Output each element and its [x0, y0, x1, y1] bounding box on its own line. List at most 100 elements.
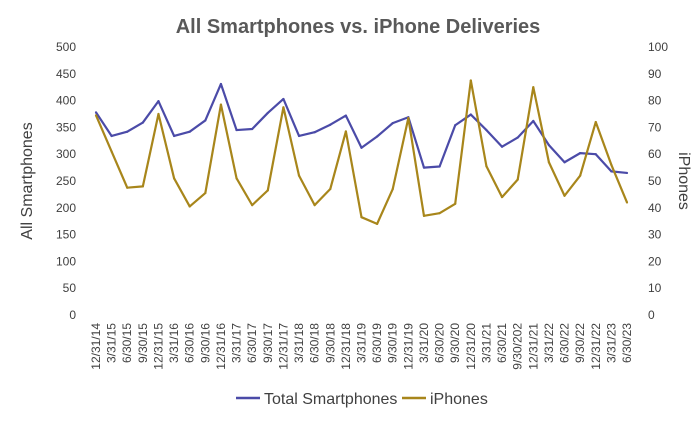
x-tick-label: 6/30/18: [308, 323, 322, 363]
left-tick-label: 500: [56, 40, 76, 54]
x-tick-label: 12/31/18: [339, 323, 353, 370]
data-point-total-smartphones: [516, 136, 519, 139]
data-point-total-smartphones: [376, 135, 379, 138]
data-point-iphones: [500, 195, 504, 199]
data-point-iphones: [188, 205, 191, 208]
x-tick-label: 3/31/18: [292, 323, 306, 363]
x-tick-label: 12/31/14: [89, 323, 103, 370]
data-point-total-smartphones: [360, 146, 363, 149]
left-tick-label: 0: [69, 308, 76, 322]
data-point-total-smartphones: [94, 111, 98, 114]
data-point-iphones: [438, 212, 441, 215]
x-tick-label: 3/31/22: [542, 323, 556, 363]
x-tick-label: 9/30/16: [198, 323, 212, 363]
data-point-total-smartphones: [157, 100, 160, 103]
data-point-total-smartphones: [344, 114, 347, 117]
data-point-iphones: [360, 216, 363, 219]
right-tick-label: 30: [648, 228, 662, 242]
series-layer: [94, 79, 629, 225]
data-point-total-smartphones: [313, 131, 316, 134]
legend-total-smartphones-label: Total Smartphones: [264, 391, 397, 408]
data-point-total-smartphones: [594, 153, 597, 156]
right-tick-label: 10: [648, 281, 662, 295]
left-tick-label: 150: [56, 228, 76, 242]
right-tick-label: 40: [648, 201, 662, 215]
data-point-iphones: [110, 150, 113, 153]
data-point-total-smartphones: [188, 130, 191, 133]
data-point-total-smartphones: [485, 128, 488, 132]
data-point-total-smartphones: [329, 123, 332, 126]
x-tick-label: 9/30/202: [511, 323, 525, 370]
x-tick-label: 12/31/16: [214, 323, 228, 370]
data-point-total-smartphones: [438, 165, 441, 168]
x-tick-label: 6/30/23: [620, 323, 634, 363]
x-tick-label: 9/30/20: [448, 323, 462, 363]
data-point-total-smartphones: [547, 143, 551, 147]
x-tick-label: 3/31/19: [355, 323, 369, 363]
right-axis-ticks: 0 10 20 30 40 50 60 70 80 90 100: [648, 40, 668, 322]
data-point-iphones: [266, 189, 269, 192]
x-tick-label: 3/31/23: [604, 323, 618, 363]
x-tick-label: 3/31/21: [479, 323, 493, 363]
data-point-iphones: [594, 120, 597, 124]
data-point-total-smartphones: [282, 97, 285, 101]
data-point-iphones: [563, 194, 566, 197]
x-tick-label: 6/30/22: [558, 323, 572, 363]
x-tick-label: 6/30/21: [495, 323, 509, 363]
x-tick-label: 9/30/19: [386, 323, 400, 363]
x-tick-label: 9/30/18: [323, 323, 337, 363]
right-tick-label: 100: [648, 40, 668, 54]
data-point-iphones: [235, 177, 238, 180]
x-tick-label: 9/30/22: [573, 323, 587, 363]
x-tick-label: 3/31/16: [167, 323, 181, 363]
left-tick-label: 300: [56, 147, 76, 161]
x-tick-label: 12/31/21: [526, 323, 540, 370]
data-point-iphones: [579, 174, 582, 177]
right-tick-label: 60: [648, 147, 662, 161]
data-point-iphones: [422, 214, 426, 217]
x-tick-label: 12/31/20: [464, 323, 478, 370]
data-point-total-smartphones: [391, 122, 394, 125]
left-tick-label: 200: [56, 201, 76, 215]
data-point-iphones: [126, 186, 129, 189]
data-point-iphones: [391, 187, 394, 191]
data-point-iphones: [516, 178, 519, 181]
left-tick-label: 250: [56, 174, 76, 188]
left-axis-title: All Smartphones: [19, 122, 36, 239]
right-tick-label: 0: [648, 308, 655, 322]
data-point-iphones: [282, 106, 285, 109]
data-point-total-smartphones: [219, 82, 223, 86]
data-point-total-smartphones: [266, 111, 269, 115]
series-line-iphones: [94, 79, 629, 225]
data-point-iphones: [313, 204, 316, 207]
data-point-total-smartphones: [422, 166, 426, 169]
right-tick-label: 70: [648, 120, 662, 134]
data-point-total-smartphones: [235, 128, 238, 132]
data-point-total-smartphones: [500, 145, 504, 148]
left-tick-label: 400: [56, 94, 76, 108]
data-point-total-smartphones: [579, 152, 582, 155]
data-point-total-smartphones: [126, 130, 129, 133]
legend-iphones-label: iPhones: [430, 391, 488, 408]
data-point-iphones: [204, 191, 207, 195]
right-tick-label: 80: [648, 94, 662, 108]
data-point-iphones: [532, 86, 535, 89]
data-point-total-smartphones: [625, 171, 629, 175]
data-point-iphones: [625, 201, 629, 204]
data-point-total-smartphones: [532, 119, 535, 123]
data-point-total-smartphones: [454, 124, 457, 127]
x-tick-label: 12/31/19: [401, 323, 415, 370]
x-tick-label: 12/31/17: [276, 323, 290, 370]
x-axis-ticks: 12/31/14 3/31/15 6/30/15 9/30/15 12/31/15 3/3…: [89, 323, 634, 370]
x-tick-label: 12/31/22: [589, 323, 603, 370]
data-point-iphones: [219, 103, 223, 106]
data-point-total-smartphones: [204, 119, 207, 122]
data-point-iphones: [469, 79, 472, 82]
data-point-total-smartphones: [297, 134, 301, 138]
data-point-iphones: [94, 114, 98, 117]
data-point-iphones: [141, 185, 144, 188]
right-tick-label: 50: [648, 174, 662, 188]
data-point-iphones: [251, 204, 254, 207]
data-point-iphones: [454, 202, 457, 205]
